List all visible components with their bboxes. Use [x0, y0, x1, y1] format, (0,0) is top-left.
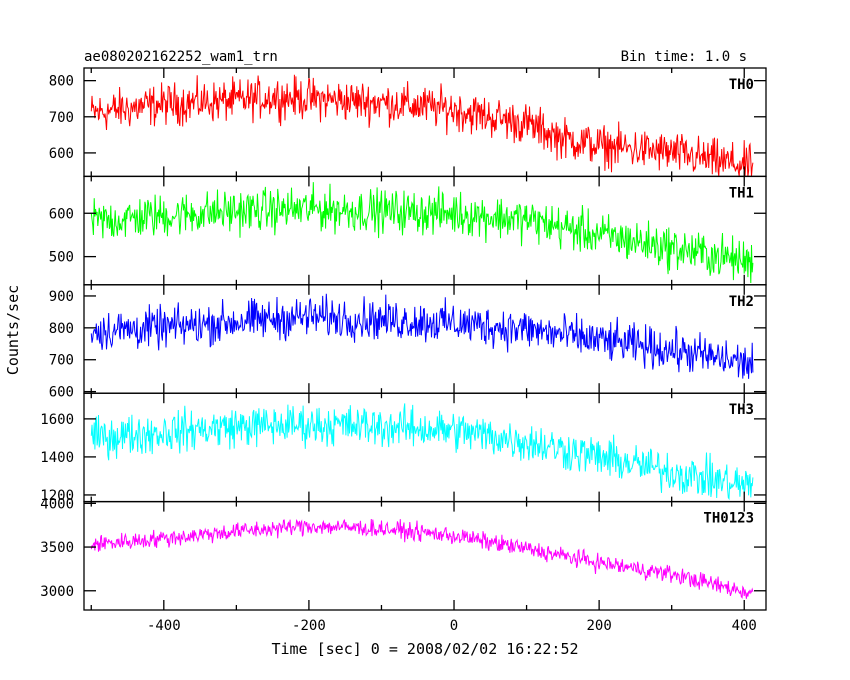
x-tick-label: 200: [586, 618, 611, 634]
panel-frame-th0123: [83, 500, 767, 611]
x-tick-label: 400: [732, 618, 757, 634]
series-line-th0: [90, 74, 754, 177]
series-line-th0123: [90, 518, 754, 599]
panel-frame-th1: [83, 175, 767, 286]
series-label-th0123: TH0123: [703, 511, 754, 527]
y-axis-label: Counts/sec: [4, 285, 22, 375]
panel-frame-th3: [83, 392, 767, 503]
y-tick-label: 700: [49, 110, 74, 126]
y-tick-label: 600: [49, 385, 74, 401]
chart-title: ae080202162252_wam1_trn: [84, 49, 278, 65]
x-tick-label: -200: [292, 618, 326, 634]
series-line-th3: [90, 403, 754, 501]
series-label-th2: TH2: [729, 294, 754, 310]
x-axis-label: Time [sec] 0 = 2008/02/02 16:22:52: [271, 640, 578, 658]
series-line-th2: [90, 293, 754, 379]
y-tick-label: 3000: [40, 584, 74, 600]
y-tick-label: 1200: [40, 488, 74, 504]
x-tick-label: -400: [147, 618, 181, 634]
y-tick-label: 3500: [40, 540, 74, 556]
y-tick-label: 900: [49, 289, 74, 305]
y-tick-label: 700: [49, 353, 74, 369]
series-label-th0: TH0: [729, 77, 754, 93]
y-tick-label: 800: [49, 321, 74, 337]
y-tick-label: 4000: [40, 496, 74, 512]
y-tick-label: 1400: [40, 450, 74, 466]
x-tick-label: 0: [450, 618, 458, 634]
bin-time-label: Bin time: 1.0 s: [621, 49, 747, 65]
y-tick-label: 600: [49, 206, 74, 222]
series-label-th3: TH3: [729, 402, 754, 418]
y-tick-label: 800: [49, 74, 74, 90]
y-tick-label: 500: [49, 250, 74, 266]
series-line-th1: [90, 182, 754, 284]
y-tick-label: 600: [49, 146, 74, 162]
y-tick-label: 1600: [40, 412, 74, 428]
panel-frame-th2: [83, 284, 767, 394]
panels: 600 700 800 TH0 500 600 TH1 600 700 800 900 TH2 1200…: [40, 67, 767, 634]
series-label-th1: TH1: [729, 185, 754, 201]
